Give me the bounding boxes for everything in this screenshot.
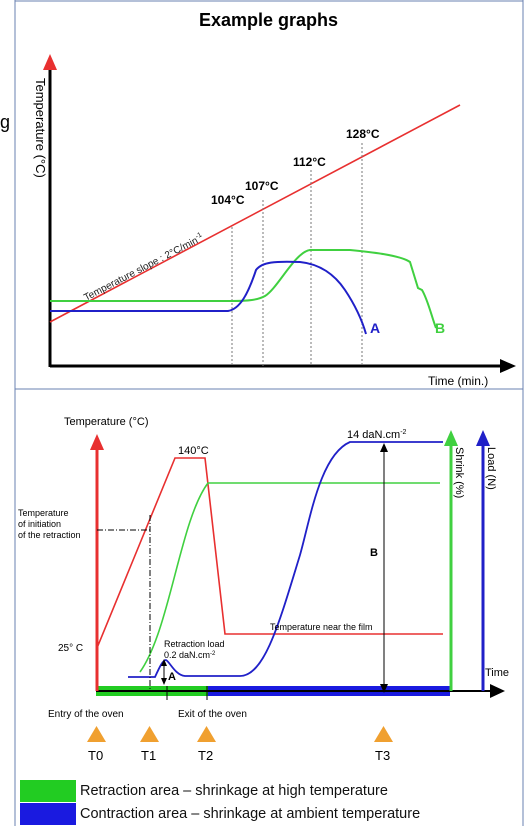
time-axis-arrow-icon (490, 684, 505, 698)
temp-label-128: 128°C (346, 127, 380, 141)
time-axis-label: Time (485, 667, 509, 679)
legend-contraction-swatch (20, 803, 76, 825)
t1-marker-icon (140, 726, 159, 742)
legend-retraction-label: Retraction area – shrinkage at high temp… (80, 783, 388, 799)
exit-label: Exit of the oven (178, 709, 247, 720)
max-load-label: 14 daN.cm-2 (347, 429, 407, 441)
graph2: Temperature (°C) 140°C 14 daN.cm-2 Shrin… (18, 416, 509, 763)
retraction-load-value: 0.2 daN.cm-2 (164, 650, 216, 660)
curve-b-label: B (435, 320, 445, 336)
temp-label-107: 107°C (245, 179, 279, 193)
t3-label: T3 (375, 748, 390, 763)
t0-marker-icon (87, 726, 106, 742)
slope-label: Temperature slope : 2°C/min-1 (82, 232, 206, 304)
legend-contraction-label: Contraction area – shrinkage at ambient … (80, 806, 421, 822)
shrink-axis-label: Shrink (%) (453, 447, 465, 498)
initiation-label-line2: of initiation (18, 519, 61, 529)
t1-label: T1 (141, 748, 156, 763)
x-axis-label: Time (min.) (428, 374, 488, 388)
start-temp-label: 25° C (58, 643, 83, 654)
curve-a-line (50, 260, 367, 335)
legend-contraction: Contraction area – shrinkage at ambient … (0, 803, 525, 825)
shrink-curve (139, 482, 440, 673)
initiation-label-line1: Temperature (18, 508, 69, 518)
shrink-axis-arrow-icon (444, 430, 458, 446)
y-axis-label: Temperature (°C) (33, 78, 48, 178)
marker-a-label: A (168, 671, 176, 683)
temperature-curve (96, 457, 443, 649)
peak-temp-label: 140°C (178, 445, 209, 457)
legend-retraction-swatch (20, 780, 76, 802)
load-axis-label: Load (N) (485, 447, 497, 490)
t0-label: T0 (88, 748, 103, 763)
temp-label-104: 104°C (211, 193, 245, 207)
temperature-slope-line (49, 104, 461, 323)
marker-b-label: B (370, 547, 378, 559)
temperature-axis-label: Temperature (°C) (64, 416, 148, 428)
temperature-axis-arrow-icon (90, 434, 104, 450)
initiation-label-line3: of the retraction (18, 530, 81, 540)
t2-marker-icon (197, 726, 216, 742)
load-axis-arrow-icon (476, 430, 490, 446)
stray-letter: g (0, 112, 11, 132)
legend-retraction: Retraction area – shrinkage at high temp… (0, 780, 525, 802)
curve-b-line (50, 249, 437, 329)
temp-label-112: 112°C (293, 155, 326, 169)
near-film-label: Temperature near the film (270, 622, 373, 632)
retraction-load-label: Retraction load (164, 639, 225, 649)
graph1: Temperature (°C) Temperature slope : 2°C… (33, 54, 516, 388)
t2-label: T2 (198, 748, 213, 763)
x-axis-arrow-icon (500, 359, 516, 373)
curve-a-label: A (370, 320, 380, 336)
t3-marker-icon (374, 726, 393, 742)
y-axis-arrow-icon (43, 54, 57, 70)
entry-label: Entry of the oven (48, 709, 124, 720)
page-title: Example graphs (198, 10, 339, 30)
